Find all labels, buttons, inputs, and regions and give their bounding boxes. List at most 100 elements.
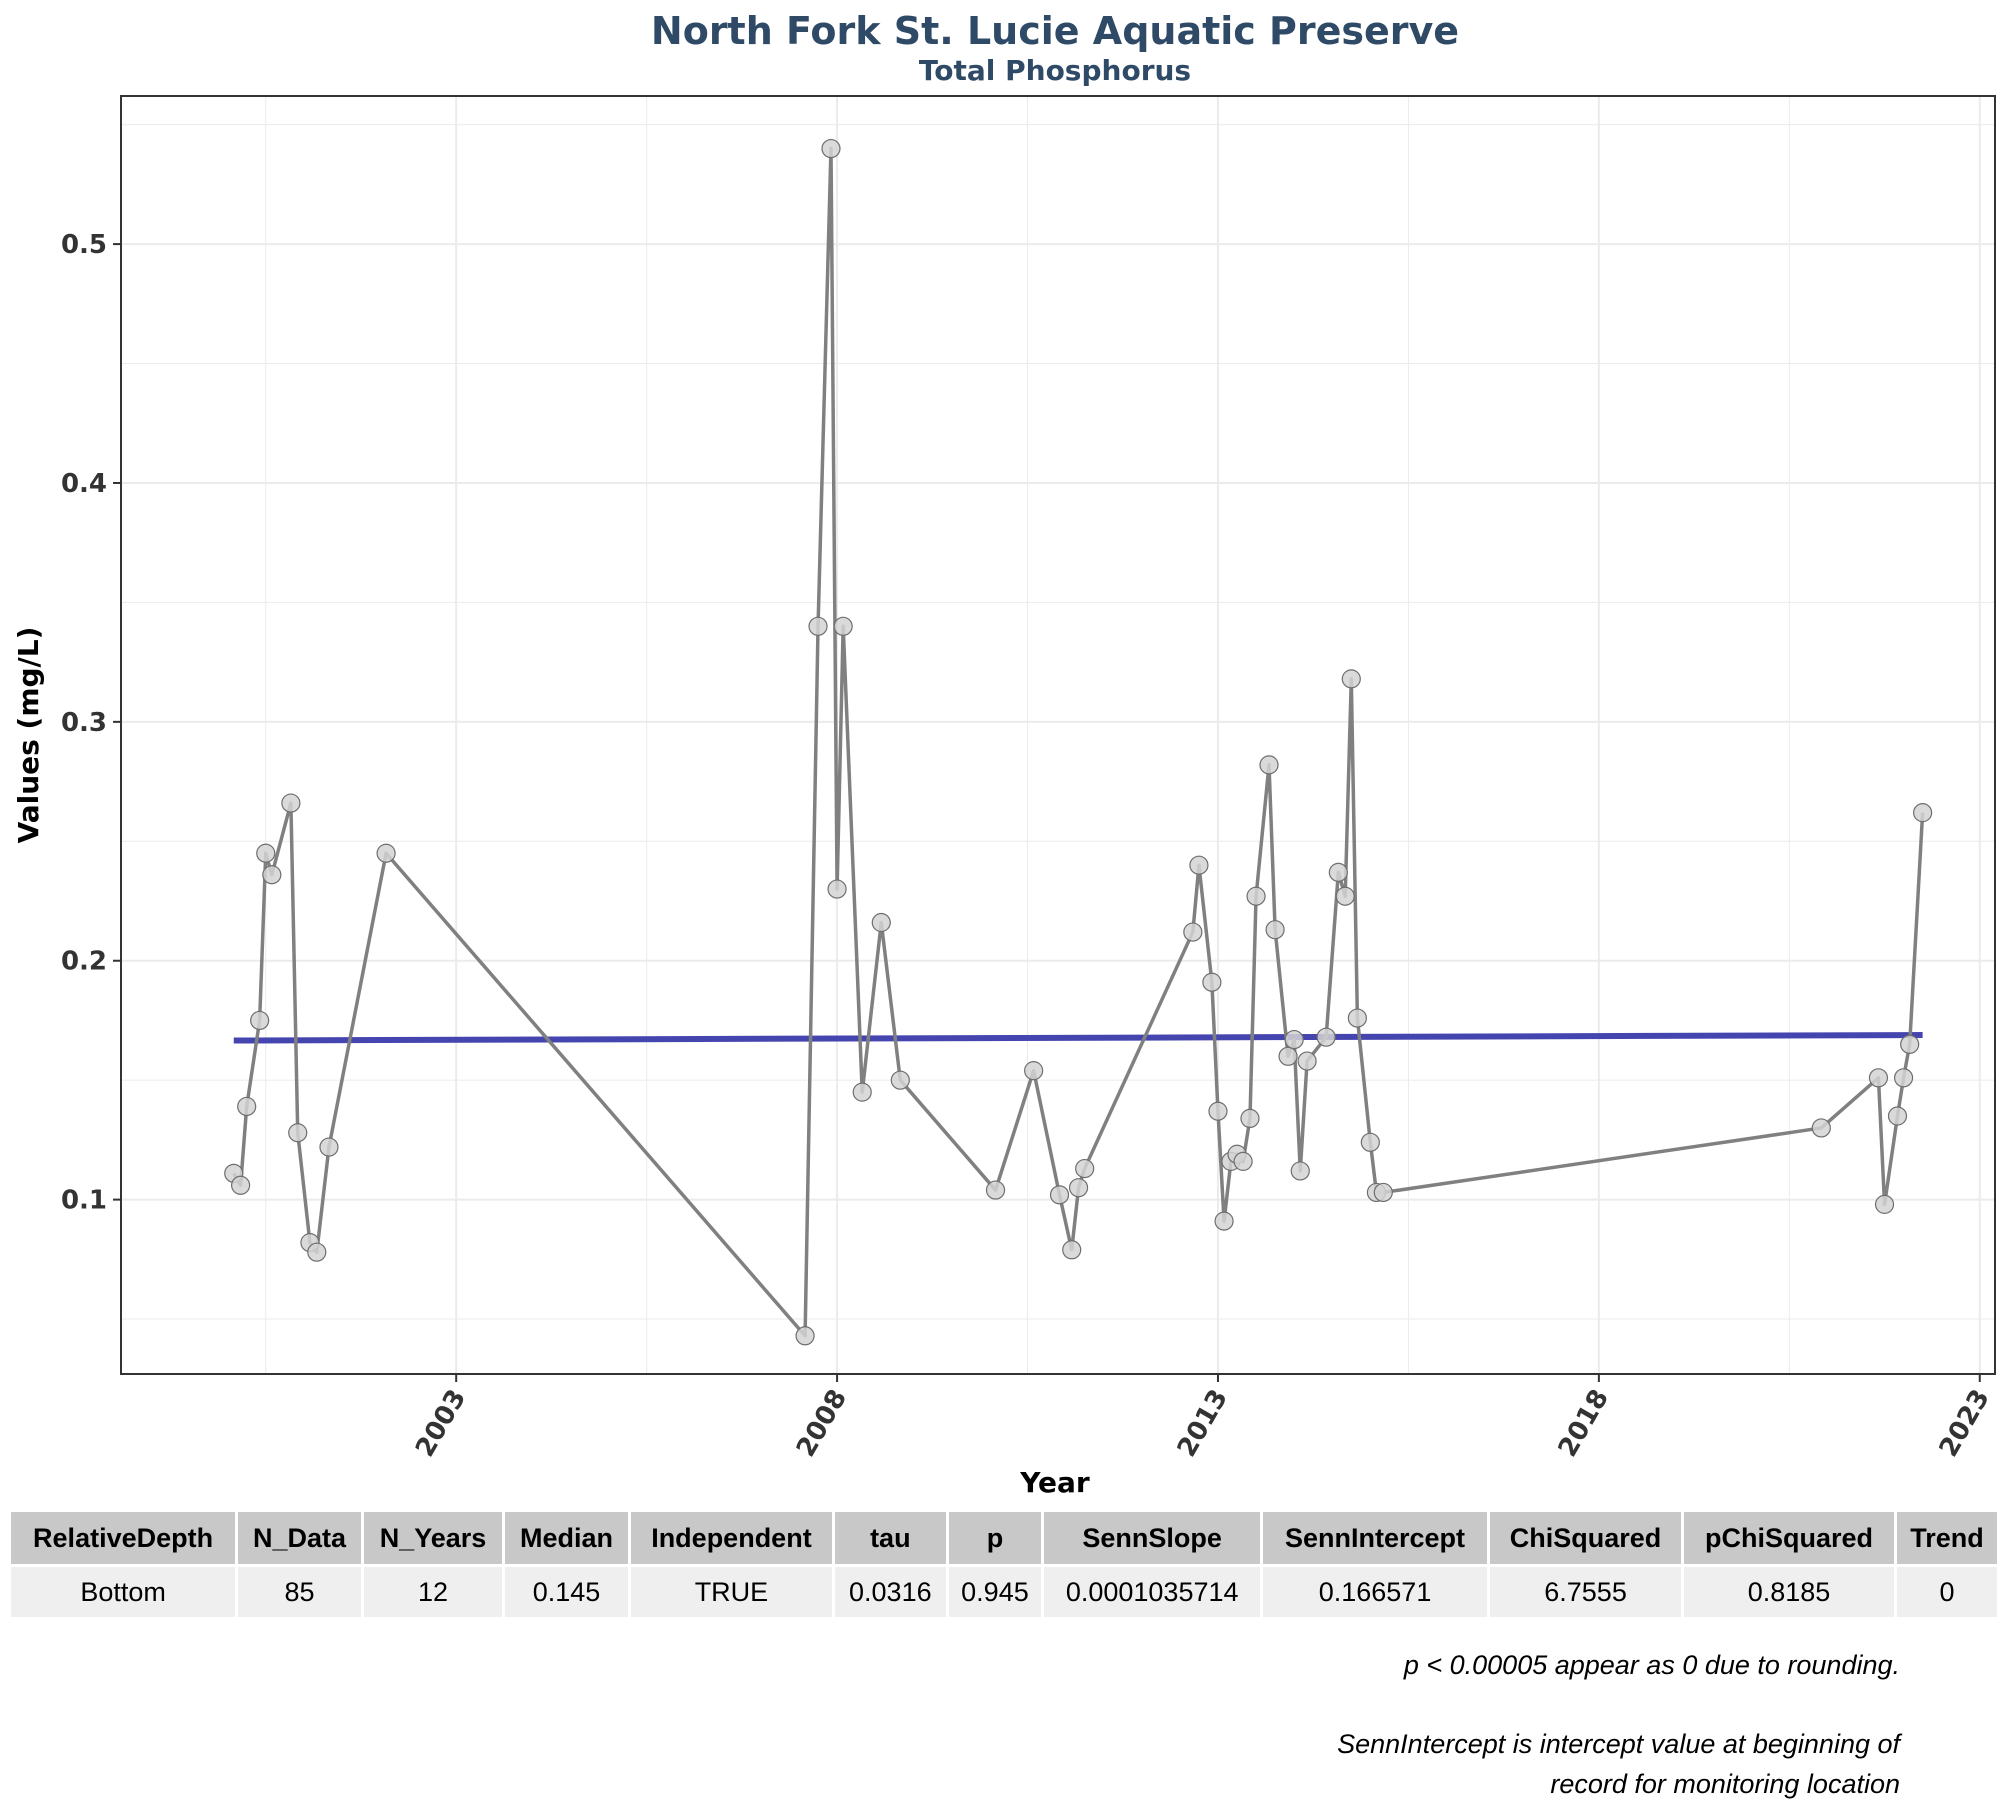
y-tick-label: 0.2: [61, 947, 107, 977]
table-cell: 0.145: [505, 1564, 628, 1617]
y-tick-label: 0.4: [61, 469, 107, 499]
rounding-note: p < 0.00005 appear as 0 due to rounding.: [1404, 1645, 1900, 1685]
data-series-line: [232, 146, 1925, 1338]
data-point: [319, 1137, 339, 1157]
data-point: [821, 138, 841, 159]
table-header-cell: p: [948, 1512, 1042, 1564]
data-point: [1259, 755, 1279, 775]
data-point: [1360, 1132, 1380, 1152]
data-point: [1290, 1161, 1310, 1181]
data-point: [1062, 1240, 1082, 1260]
data-point: [890, 1070, 910, 1090]
table-cell: 0: [1897, 1564, 1997, 1617]
chart-subtitle: Total Phosphorus: [919, 54, 1191, 87]
x-tick-label: 2023: [1934, 1385, 1996, 1463]
data-point: [1189, 855, 1209, 875]
data-point: [1284, 1029, 1304, 1050]
table-row: Bottom 85 12 0.145 TRUE 0.0316 0.945 0.00010357…: [11, 1564, 1997, 1617]
table-header-cell: ChiSquared: [1490, 1512, 1681, 1564]
data-point: [1024, 1061, 1044, 1081]
table-header-cell: tau: [835, 1512, 946, 1564]
axis-ticks: 2003 2008 2013 2018 2023 0.1 0.2 0.3 0.4 0.5: [61, 230, 1996, 1462]
data-point: [1068, 1178, 1089, 1198]
data-point: [288, 1123, 308, 1143]
rounding-note-text: p < 0.00005 appear as 0 due to rounding.: [1403, 1650, 1900, 1680]
data-point: [237, 1096, 257, 1117]
data-point: [256, 843, 276, 863]
table-header-cell: Median: [505, 1512, 628, 1564]
table-cell: 0.166571: [1262, 1564, 1488, 1617]
data-point: [827, 879, 847, 899]
y-tick-label: 0.3: [61, 708, 107, 738]
table-body: Bottom 85 12 0.145 TRUE 0.0316 0.945 0.00010357…: [11, 1564, 1997, 1617]
table-header-cell: pChiSquared: [1683, 1512, 1895, 1564]
table-header-cell: Trend: [1897, 1512, 1997, 1564]
data-point: [1868, 1068, 1889, 1088]
table-cell: 6.7555: [1490, 1564, 1681, 1617]
table-header-cell: SennSlope: [1044, 1512, 1260, 1564]
data-point: [1341, 669, 1361, 689]
data-point: [376, 843, 396, 863]
table-cell: 0.0001035714: [1044, 1564, 1260, 1617]
data-point: [231, 1175, 251, 1195]
data-point: [1297, 1051, 1317, 1071]
table-cell: 0.8185: [1683, 1564, 1895, 1617]
data-point: [1874, 1194, 1895, 1214]
data-point: [250, 1010, 270, 1031]
x-tick-label: 2003: [410, 1385, 472, 1463]
data-point: [1373, 1182, 1393, 1203]
table-header-cell: RelativeDepth: [11, 1512, 236, 1564]
data-point: [1887, 1106, 1908, 1126]
plot-border: [120, 95, 1996, 1375]
data-point: [1913, 803, 1933, 823]
data-point: [1049, 1185, 1070, 1205]
data-point: [1202, 972, 1222, 992]
table-cell: 85: [238, 1564, 361, 1617]
data-point: [1900, 1034, 1920, 1054]
stats-table: RelativeDepth N_Data N_Years Median Independ…: [8, 1512, 2000, 1617]
intercept-note: SennIntercept is intercept value at begi…: [1337, 1724, 1900, 1804]
table-cell: Bottom: [11, 1564, 236, 1617]
table-header-cell: Independent: [630, 1512, 833, 1564]
data-point: [1240, 1108, 1260, 1129]
data-point: [871, 912, 891, 933]
data-point: [1811, 1118, 1831, 1138]
data-point: [833, 616, 853, 636]
x-tick-label: 2013: [1172, 1385, 1234, 1463]
data-point: [1328, 862, 1348, 882]
trend-layer: [233, 1032, 1923, 1044]
x-tick-label: 2018: [1553, 1385, 1615, 1463]
data-point: [1893, 1068, 1914, 1088]
data-point: [1265, 920, 1285, 940]
table-header-cell: SennIntercept: [1262, 1512, 1488, 1564]
data-point: [1246, 886, 1266, 906]
data-point: [795, 1326, 815, 1346]
x-tick-label: 2008: [791, 1385, 853, 1463]
data-point: [307, 1242, 327, 1262]
table-cell: TRUE: [630, 1564, 833, 1617]
data-point: [1278, 1046, 1298, 1066]
chart: North Fork St. Lucie Aquatic Preserve To…: [12, 9, 1996, 1499]
y-axis-title: Values (mg/L): [12, 627, 45, 844]
data-point: [1335, 886, 1355, 906]
data-point: [808, 616, 828, 636]
intercept-note-line2: record for monitoring location: [1550, 1769, 1900, 1799]
table-cell: 0.0316: [835, 1564, 946, 1617]
x-axis-title: Year: [1019, 1466, 1090, 1499]
data-point: [1214, 1211, 1234, 1231]
y-tick-label: 0.5: [61, 230, 107, 260]
data-point: [1075, 1158, 1095, 1179]
data-point: [1183, 922, 1203, 942]
table-cell: 12: [363, 1564, 503, 1617]
trend-line: [233, 1032, 1923, 1044]
data-point: [262, 865, 282, 885]
table-header-row: RelativeDepth N_Data N_Years Median Independ…: [11, 1512, 1997, 1564]
data-point: [1233, 1151, 1253, 1171]
data-point: [281, 793, 301, 813]
data-point: [852, 1082, 872, 1102]
grid: [121, 96, 1995, 1374]
chart-title: North Fork St. Lucie Aquatic Preserve: [651, 9, 1459, 53]
table-cell: 0.945: [948, 1564, 1042, 1617]
data-point: [985, 1180, 1006, 1200]
y-tick-label: 0.1: [61, 1186, 107, 1216]
